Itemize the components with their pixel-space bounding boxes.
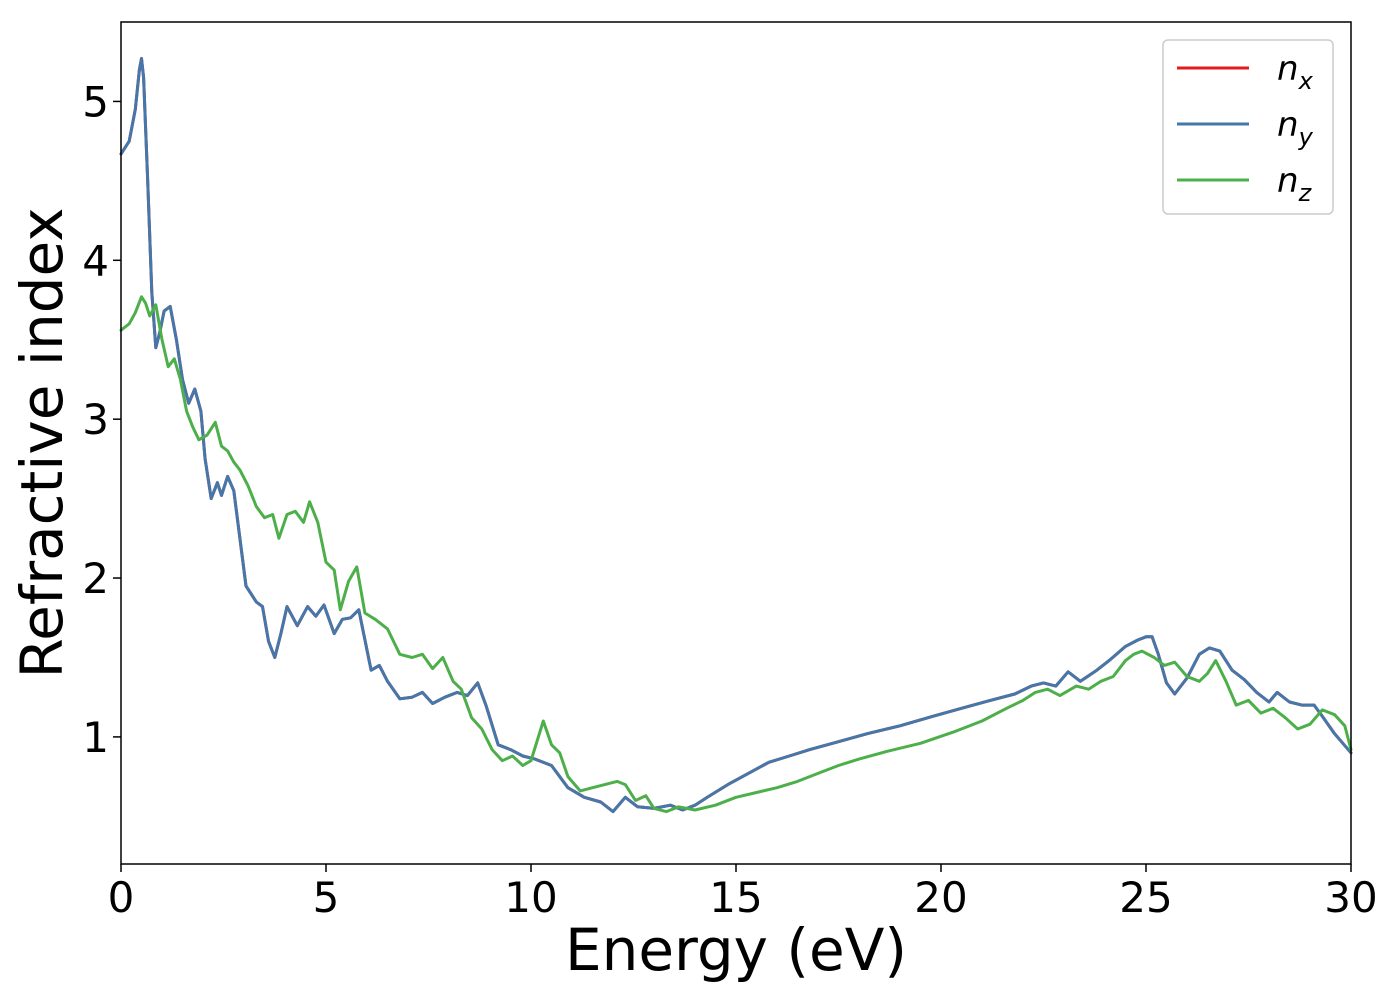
y-tick-label: 1 <box>82 713 109 762</box>
x-tick-label: 25 <box>1119 873 1172 922</box>
y-tick-label: 5 <box>82 77 109 126</box>
y-tick-label: 4 <box>82 236 109 285</box>
y-axis-ticks: 1 2 3 4 5 <box>82 77 121 762</box>
x-axis-ticks: 0 5 10 15 20 25 30 <box>108 864 1378 922</box>
legend-box <box>1162 39 1334 215</box>
y-tick-label: 3 <box>82 395 109 444</box>
legend-label-z: nz <box>1277 161 1313 207</box>
y-tick-label: 2 <box>82 554 109 603</box>
x-tick-label: 0 <box>108 873 135 922</box>
legend-label-x: nx <box>1277 49 1314 95</box>
x-tick-label: 30 <box>1324 873 1377 922</box>
series-line-z <box>119 295 1353 814</box>
x-tick-label: 15 <box>709 873 762 922</box>
series-layer <box>119 57 1353 814</box>
y-axis-label: Refractive index <box>8 207 76 678</box>
x-axis-label: Energy (eV) <box>565 916 907 984</box>
legend-label-y: ny <box>1277 105 1314 151</box>
legend: nx ny nz <box>1162 39 1334 215</box>
series-line-y <box>119 57 1353 814</box>
x-tick-label: 10 <box>504 873 557 922</box>
x-tick-label: 20 <box>914 873 967 922</box>
x-tick-label: 5 <box>313 873 340 922</box>
